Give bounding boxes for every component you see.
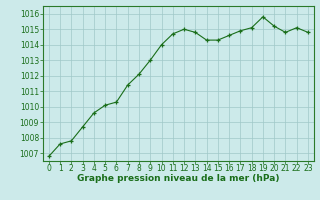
X-axis label: Graphe pression niveau de la mer (hPa): Graphe pression niveau de la mer (hPa) [77,174,280,183]
